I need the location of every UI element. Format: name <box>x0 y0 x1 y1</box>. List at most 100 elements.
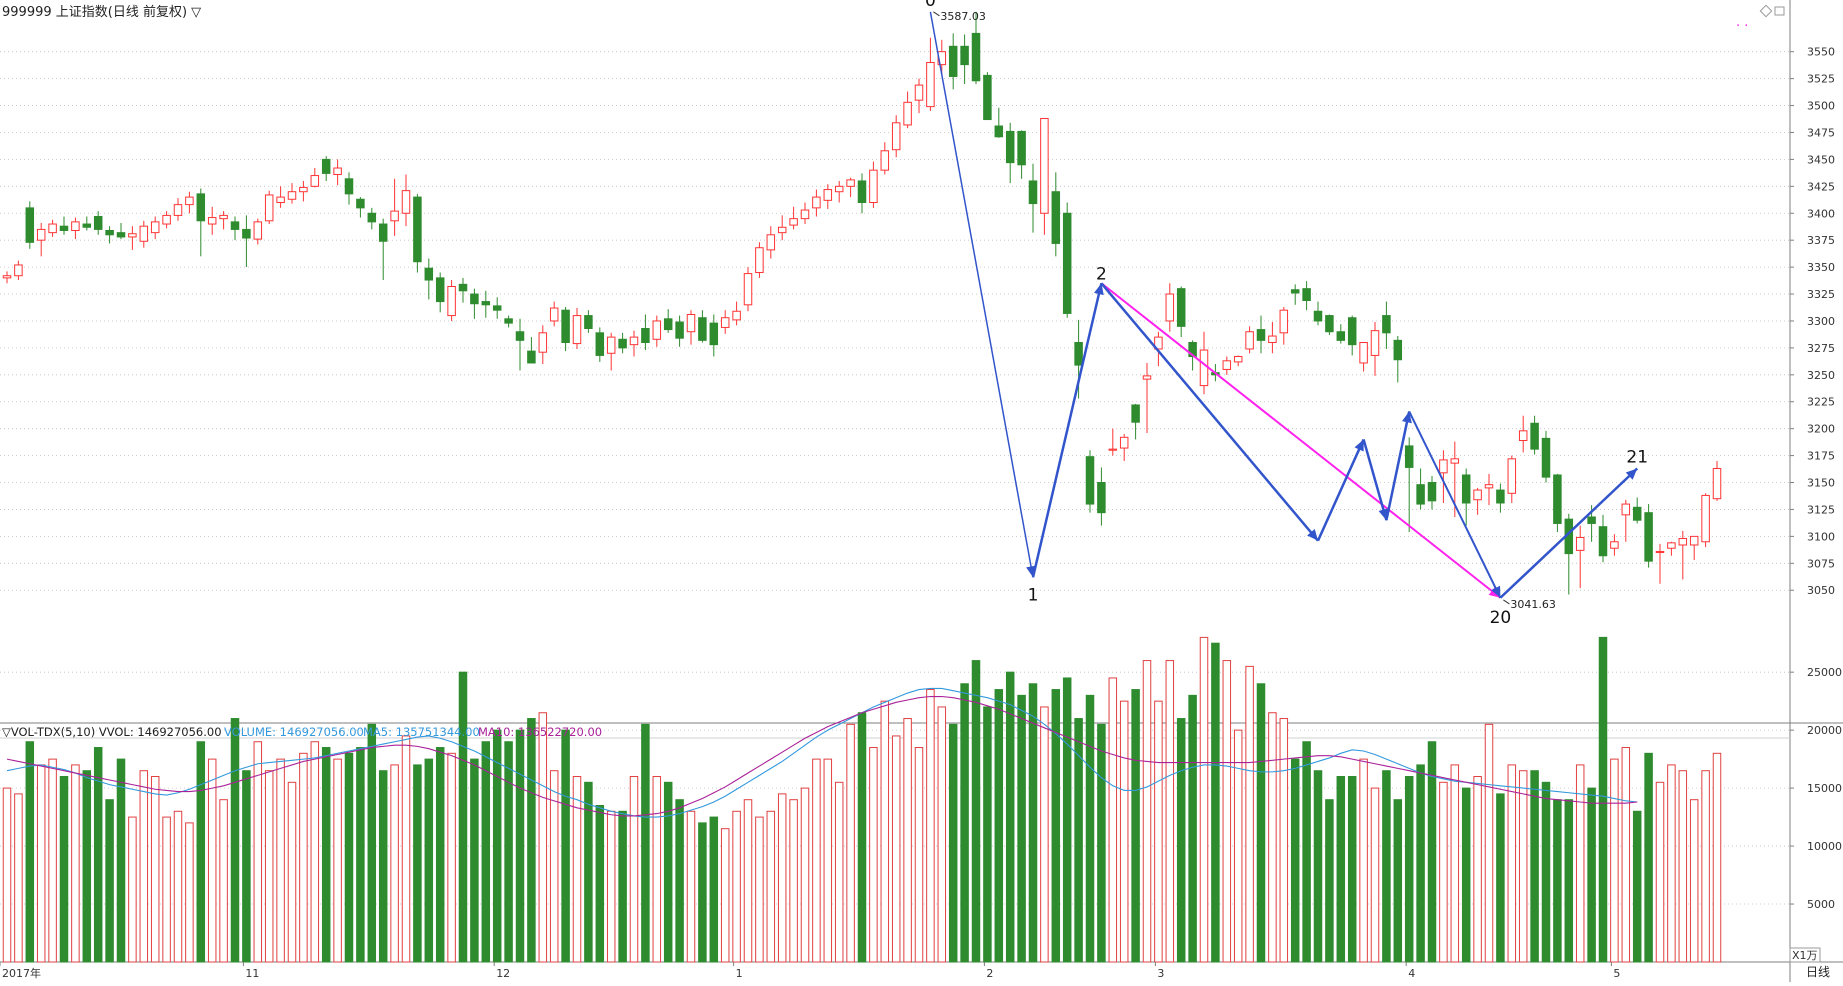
candle-body <box>1541 437 1551 478</box>
candle-body <box>1290 289 1300 294</box>
candle-body <box>1644 512 1653 562</box>
candle-body <box>390 210 399 222</box>
period-label[interactable]: 日线 <box>1806 965 1830 979</box>
candle-body <box>994 125 1004 138</box>
volume-bar <box>1268 712 1277 963</box>
candle <box>173 198 183 221</box>
candle <box>1233 355 1243 367</box>
window-icon[interactable] <box>1774 6 1785 16</box>
candle <box>378 218 388 281</box>
volume-bar <box>116 758 126 963</box>
candle <box>253 218 263 245</box>
candle-body <box>709 322 719 346</box>
candle <box>264 190 274 225</box>
candle-body <box>1347 317 1357 346</box>
volume-bar <box>1154 700 1163 963</box>
candle-body <box>1370 330 1380 356</box>
volume-bar <box>1245 665 1254 963</box>
candle-body <box>1028 180 1038 205</box>
candle <box>743 267 753 312</box>
candle <box>219 211 228 230</box>
wave-segment <box>1100 282 1319 542</box>
price-tick-label: 3475 <box>1807 126 1835 139</box>
candle-body <box>447 285 456 317</box>
candle-body <box>401 190 411 214</box>
price-tick-label: 3050 <box>1807 584 1835 597</box>
volume-bar <box>1085 694 1095 963</box>
candle-body <box>1484 484 1494 489</box>
candle-body <box>1108 448 1118 451</box>
volume-bar <box>1256 683 1266 963</box>
candle <box>1188 340 1197 371</box>
candle <box>71 217 80 240</box>
candle <box>401 174 411 227</box>
candle <box>1461 468 1471 526</box>
volume-bar <box>857 712 867 963</box>
volume-bar <box>344 752 354 963</box>
candle-body <box>93 215 103 230</box>
ma10-value-label: MA10: 136522720.00 <box>478 725 602 739</box>
volume-bar <box>1325 799 1334 963</box>
candle-body <box>720 317 730 328</box>
candle-body <box>1473 489 1482 501</box>
volume-bar <box>812 758 821 963</box>
candle <box>652 315 662 347</box>
candle <box>834 180 844 203</box>
chart-title[interactable]: 999999 上证指数(日线 前复权) ▽ <box>2 4 201 20</box>
candle <box>960 34 969 85</box>
volume-bar <box>572 776 582 963</box>
candle <box>1496 483 1505 513</box>
ma10-line <box>6 695 1638 817</box>
volume-bar <box>1188 694 1197 963</box>
wave-arrowhead <box>1354 439 1364 452</box>
volume-bar <box>1290 758 1300 963</box>
price-tick-label: 3300 <box>1807 315 1835 328</box>
volume-bar <box>663 781 673 963</box>
candle-body <box>823 189 833 201</box>
volume-bar <box>150 776 160 963</box>
candle-body <box>105 229 114 236</box>
candle <box>1017 130 1026 179</box>
price-tick-label: 3325 <box>1807 288 1835 301</box>
candle <box>1632 497 1642 524</box>
candle <box>891 115 901 158</box>
candle-body <box>1325 315 1334 333</box>
volume-bar <box>515 729 525 963</box>
volume-bar <box>1575 764 1585 963</box>
annotation-label: 3041.63 <box>1510 598 1556 611</box>
candle-body <box>310 175 320 187</box>
candle <box>1097 467 1106 526</box>
volume-bar <box>424 758 434 963</box>
candle <box>1131 403 1140 440</box>
candle-body <box>1655 550 1665 554</box>
candle-body <box>584 315 593 330</box>
volume-bar <box>356 747 365 963</box>
candle <box>287 183 297 204</box>
candle <box>447 280 456 321</box>
candle <box>709 314 719 357</box>
volume-bar <box>1632 810 1642 963</box>
volume-bar <box>1313 770 1323 963</box>
candle-body <box>1017 130 1026 166</box>
candle <box>1678 530 1688 580</box>
candle <box>413 193 422 273</box>
candle <box>1028 163 1038 233</box>
volume-bar <box>173 810 183 963</box>
candle-body <box>1359 342 1368 364</box>
candle <box>629 330 639 357</box>
candle <box>903 91 912 129</box>
candle-body <box>777 226 787 234</box>
candle <box>390 178 399 236</box>
volume-bar <box>686 810 696 963</box>
candle-body <box>230 221 240 230</box>
volume-indicator-title[interactable]: ▽VOL-TDX(5,10) VVOL: 146927056.00 <box>2 725 222 739</box>
restore-icon[interactable] <box>1759 4 1773 18</box>
candle <box>504 315 513 328</box>
candle-body <box>150 221 160 234</box>
volume-bar <box>926 689 935 963</box>
candle <box>1108 428 1118 456</box>
volume-bar <box>458 671 468 963</box>
candle-body <box>1336 331 1346 341</box>
